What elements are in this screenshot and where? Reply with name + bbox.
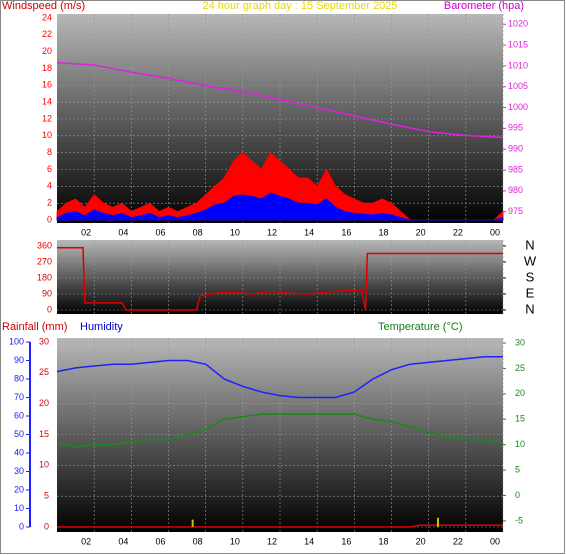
x-tick-label: 16 [341, 536, 351, 546]
y2-tick-label: 25 [515, 363, 525, 373]
y3-tick-label: 80 [14, 373, 24, 383]
line [56, 413, 504, 448]
y2-tick-label: 30 [515, 337, 525, 347]
y2-tick-label: 15 [515, 414, 525, 424]
x-tick-label: 10 [230, 227, 240, 237]
y2-tick-label: 1020 [508, 19, 528, 29]
y-tick-label: 24 [42, 12, 52, 22]
x-tick-label: 18 [378, 227, 388, 237]
y2-axis-label: Barometer (hpa) [444, 0, 524, 12]
x-tick-label: 04 [118, 227, 128, 237]
y3-tick-label: 10 [14, 503, 24, 513]
y3-tick-label: 20 [14, 484, 24, 494]
x-tick-label: 04 [118, 536, 128, 546]
y-tick-label: 12 [42, 113, 52, 123]
y2-tick-label: -5 [515, 515, 523, 525]
x-tick-label: 22 [453, 227, 463, 237]
y-tick-label: 15 [39, 429, 49, 439]
y-tick-label: 270 [37, 256, 52, 266]
line [57, 247, 503, 311]
x-tick-label: 02 [81, 227, 91, 237]
x-tick-label: 12 [267, 227, 277, 237]
y-tick-label: 30 [39, 336, 49, 346]
x-tick-label: 22 [453, 536, 463, 546]
y3-tick-label: 60 [14, 410, 24, 420]
y3-tick-label: 90 [14, 355, 24, 365]
y-tick-label: 90 [42, 288, 52, 298]
y3-tick-label: 70 [14, 392, 24, 402]
line [56, 356, 503, 399]
y2-tick-label: 980 [508, 185, 523, 195]
y2-tick-label: N [525, 237, 534, 252]
y2-tick-label: 20 [515, 388, 525, 398]
y2-tick-label: 1005 [508, 81, 528, 91]
x-tick-label: 16 [341, 227, 351, 237]
y-tick-label: 8 [47, 147, 52, 157]
y-tick-label: 18 [42, 63, 52, 73]
bar [191, 519, 194, 527]
y2-axis-label: Temperature (°C) [378, 321, 462, 333]
x-tick-label: 14 [304, 227, 314, 237]
y-tick-label: 5 [44, 491, 49, 501]
y3-tick-label: 0 [19, 521, 24, 531]
y2-tick-label: W [524, 253, 537, 268]
x-tick-label: 00 [490, 536, 500, 546]
y-tick-label: 4 [47, 181, 52, 191]
y2-tick-label: 5 [515, 464, 520, 474]
y3-axis-label: Humidity [80, 321, 123, 333]
y-axis-label: Windspeed (m/s) [2, 0, 85, 12]
y-axis-label: Rainfall (mm) [2, 321, 67, 333]
y2-tick-label: 990 [508, 144, 523, 154]
x-tick-label: 18 [378, 536, 388, 546]
y2-tick-label: N [525, 301, 534, 316]
x-tick-label: 10 [230, 536, 240, 546]
y-tick-label: 10 [39, 460, 49, 470]
y2-tick-label: E [526, 285, 535, 300]
x-tick-label: 06 [155, 227, 165, 237]
y2-tick-label: 1000 [508, 102, 528, 112]
y-tick-label: 2 [47, 198, 52, 208]
y-tick-label: 0 [47, 304, 52, 314]
y-tick-label: 360 [37, 240, 52, 250]
y2-tick-label: 10 [515, 439, 525, 449]
y-tick-label: 25 [39, 367, 49, 377]
y2-tick-label: 1015 [508, 39, 528, 49]
y-tick-label: 20 [39, 398, 49, 408]
y-tick-label: 10 [42, 130, 52, 140]
line [56, 61, 504, 139]
x-tick-label: 00 [490, 227, 500, 237]
x-tick-label: 20 [416, 227, 426, 237]
y2-tick-label: 995 [508, 123, 523, 133]
y-tick-label: 6 [47, 164, 52, 174]
y2-tick-label: 1010 [508, 60, 528, 70]
chart-title: 24 hour graph day : 15 September 2025 [202, 0, 397, 12]
y-tick-label: 20 [42, 46, 52, 56]
y3-tick-label: 100 [9, 336, 24, 346]
y3-tick-label: 50 [14, 429, 24, 439]
y2-tick-label: 975 [508, 206, 523, 216]
y-tick-label: 16 [42, 80, 52, 90]
y-tick-label: 180 [37, 272, 52, 282]
y2-tick-label: 0 [515, 490, 520, 500]
x-tick-label: 12 [267, 536, 277, 546]
x-tick-label: 08 [193, 227, 203, 237]
y-tick-label: 14 [42, 97, 52, 107]
y-tick-label: 0 [47, 214, 52, 224]
line [57, 524, 503, 528]
y-tick-label: 22 [42, 29, 52, 39]
y3-tick-label: 30 [14, 466, 24, 476]
x-tick-label: 06 [155, 536, 165, 546]
y2-tick-label: S [526, 269, 535, 284]
x-tick-label: 02 [81, 536, 91, 546]
x-tick-label: 20 [416, 536, 426, 546]
x-tick-label: 14 [304, 536, 314, 546]
bar [436, 517, 439, 527]
x-tick-label: 08 [193, 536, 203, 546]
y-tick-label: 0 [44, 521, 49, 531]
y3-tick-label: 40 [14, 447, 24, 457]
y2-tick-label: 985 [508, 164, 523, 174]
area [56, 192, 504, 221]
